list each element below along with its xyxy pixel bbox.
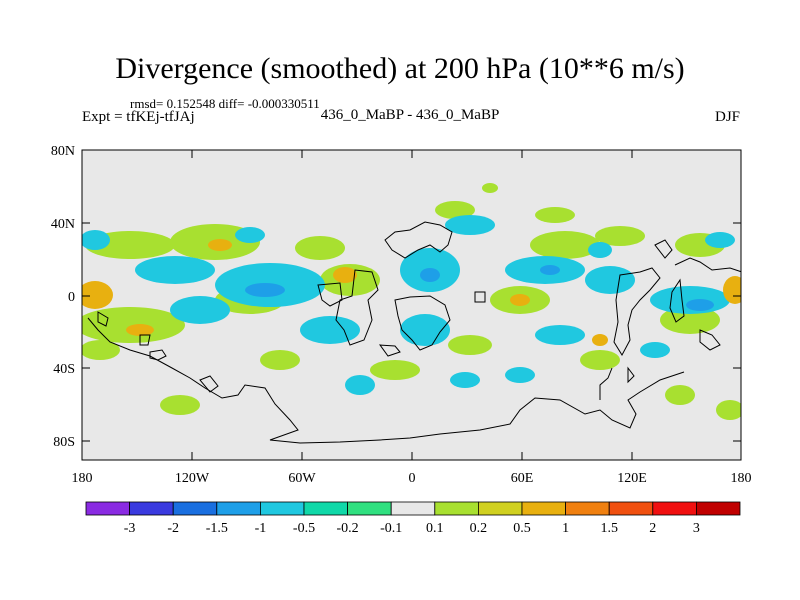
colorbar-swatch	[390, 501, 436, 516]
lat-tick-marks	[82, 149, 741, 442]
lon-label: 120W	[175, 471, 210, 486]
colorbar-label: 0.1	[426, 521, 444, 536]
colorbar-label: -0.1	[380, 521, 402, 536]
colorbar-swatch	[477, 501, 523, 516]
season-label: DJF	[714, 109, 740, 125]
colorbar-label: -3	[124, 521, 136, 536]
lat-label: 80S	[53, 435, 75, 450]
colorbar-swatch	[696, 501, 741, 516]
experiment-label: Expt = tfKEj-tfJAj	[82, 109, 195, 125]
colorbar-swatch	[347, 501, 392, 516]
colorbar-swatch	[172, 501, 218, 516]
colorbar-label: 1.5	[600, 521, 618, 536]
lat-label: 40N	[51, 217, 75, 232]
lon-tick-marks	[191, 150, 633, 460]
colorbar-label: -1.5	[206, 521, 228, 536]
lon-label: 180	[72, 471, 93, 486]
colorbar-swatch	[259, 501, 305, 516]
colorbar-label: -2	[167, 521, 179, 536]
colorbar-label: 3	[693, 521, 700, 536]
colorbar-swatch	[652, 501, 697, 516]
lon-label: 0	[409, 471, 416, 486]
negative-strong-regions	[245, 265, 714, 311]
colorbar-swatch	[434, 501, 479, 516]
colorbar	[85, 501, 741, 516]
divergence-field	[82, 183, 741, 444]
coastlines	[87, 221, 741, 444]
lat-label: 80N	[51, 144, 75, 159]
colorbar-label: -0.5	[293, 521, 315, 536]
lat-label: 40S	[53, 362, 75, 377]
colorbar-labels: -3 -2 -1.5 -1 -0.5 -0.2 -0.1 0.1 0.2 0.5 1 1.5 2 3	[124, 521, 700, 536]
stats-label: rmsd= 0.152548 diff= -0.000330511	[130, 96, 320, 111]
colorbar-label: 2	[649, 521, 656, 536]
colorbar-label: 0.2	[470, 521, 488, 536]
colorbar-label: -1	[255, 521, 267, 536]
positive-weak-regions	[82, 183, 741, 420]
lon-label: 180	[731, 471, 752, 486]
lon-label: 60E	[511, 471, 534, 486]
colorbar-swatch	[216, 501, 261, 516]
colorbar-label: 0.5	[513, 521, 531, 536]
lat-label: 0	[68, 290, 75, 305]
positive-strong-regions	[82, 239, 741, 346]
colorbar-swatch	[85, 501, 130, 516]
colorbar-swatch	[303, 501, 348, 516]
center-label: 436_0_MaBP - 436_0_MaBP	[320, 107, 500, 123]
colorbar-swatch	[521, 501, 566, 516]
lon-label: 60W	[288, 471, 316, 486]
plot-title: Divergence (smoothed) at 200 hPa (10**6 …	[115, 52, 685, 85]
colorbar-label: -0.2	[337, 521, 359, 536]
colorbar-swatch	[565, 501, 610, 516]
colorbar-swatch	[608, 501, 654, 516]
colorbar-label: 1	[562, 521, 569, 536]
lon-label: 120E	[617, 471, 647, 486]
colorbar-swatch	[129, 501, 174, 516]
